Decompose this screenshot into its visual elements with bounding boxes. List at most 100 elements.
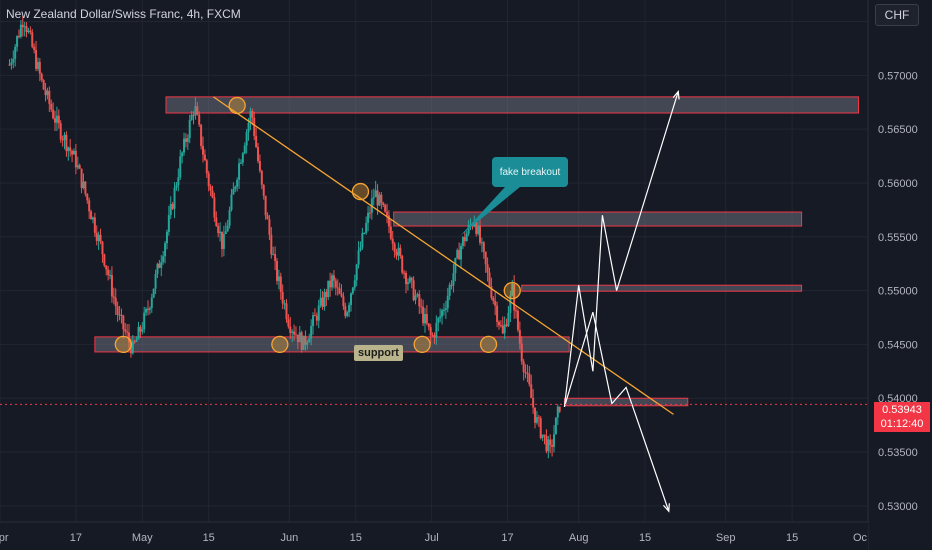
candle-body: [219, 231, 222, 234]
candle-body: [156, 263, 159, 275]
candle-body: [175, 185, 178, 188]
candle-body: [310, 326, 313, 339]
candle-body: [332, 275, 335, 281]
candle-body: [423, 314, 426, 324]
candle-body: [160, 262, 163, 268]
candle-body: [143, 312, 146, 330]
candle-body: [25, 26, 28, 32]
candle-body: [234, 186, 237, 190]
candle-body: [482, 242, 485, 252]
candle-body: [268, 219, 271, 235]
candle-body: [503, 324, 506, 334]
candle-body: [431, 335, 434, 337]
candle-body: [188, 119, 191, 139]
candle-body: [296, 334, 299, 343]
candle-body: [285, 303, 288, 320]
candle-body: [448, 284, 451, 296]
candle-body: [205, 160, 208, 174]
candle-body: [543, 434, 546, 436]
candle-body: [122, 315, 125, 330]
symbol-title: New Zealand Dollar/Swiss Franc, 4h, FXCM: [6, 7, 241, 21]
sr-zone: [521, 284, 803, 292]
candle-body: [342, 296, 345, 307]
candle-body: [397, 247, 400, 256]
price-axis-panel: [868, 0, 932, 550]
candle-body: [509, 295, 512, 313]
candle-body: [16, 36, 19, 47]
candle-body: [389, 226, 392, 239]
candle-body: [203, 154, 206, 161]
candles-layer: [8, 15, 561, 459]
candle-body: [534, 407, 537, 423]
candle-body: [198, 114, 201, 125]
candle-body: [241, 153, 244, 163]
candle-body: [442, 309, 445, 311]
candle-body: [327, 280, 330, 298]
candle-body: [93, 217, 96, 233]
candle-body: [384, 205, 387, 212]
y-tick-label: 0.55000: [878, 286, 918, 298]
candle-body: [475, 221, 478, 234]
candle-body: [171, 203, 174, 209]
candle-body: [313, 315, 316, 317]
candle-body: [52, 109, 55, 119]
candle-body: [202, 146, 205, 155]
candle-body: [456, 250, 459, 259]
candle-body: [207, 173, 210, 187]
candle-body: [90, 211, 93, 220]
candle-body: [54, 118, 57, 123]
candle-body: [511, 284, 514, 296]
projection-bullish-arrowhead: [672, 90, 680, 100]
candle-body: [135, 339, 138, 342]
currency-button[interactable]: CHF: [875, 4, 919, 26]
candle-body: [408, 277, 411, 283]
candle-body: [437, 318, 440, 323]
x-tick-label: 15: [786, 532, 798, 544]
candle-body: [433, 335, 436, 338]
candle-body: [226, 225, 229, 232]
candle-body: [287, 319, 290, 327]
sr-zone: [165, 96, 860, 114]
candle-body: [406, 282, 409, 285]
candle-body: [454, 258, 457, 274]
candle-body: [270, 234, 273, 255]
candle-body: [65, 134, 68, 152]
x-tick-label: Sep: [716, 532, 736, 544]
candle-body: [228, 210, 231, 226]
candle-body: [458, 250, 461, 260]
candle-body: [513, 284, 516, 311]
y-tick-label: 0.53500: [878, 447, 918, 459]
candle-body: [67, 147, 70, 152]
candle-body: [414, 295, 417, 301]
candle-body: [425, 314, 428, 324]
candle-body: [496, 305, 499, 322]
candle-body: [165, 231, 168, 244]
candle-body: [403, 272, 406, 274]
candle-body: [239, 162, 242, 164]
candle-body: [518, 330, 521, 344]
candle-body: [372, 197, 375, 199]
last-price-tag: 0.53943 01:12:40: [874, 402, 930, 432]
candle-body: [497, 321, 500, 326]
candle-body: [69, 147, 72, 151]
candle-body: [283, 303, 286, 305]
touch-marker: [479, 335, 498, 354]
candle-body: [346, 312, 349, 317]
x-tick-label: Jul: [425, 532, 439, 544]
candle-body: [266, 215, 269, 220]
candle-body: [141, 329, 144, 332]
candle-body: [537, 417, 540, 419]
candle-body: [158, 263, 161, 268]
candle-body: [128, 332, 131, 343]
candle-body: [173, 187, 176, 209]
candle-body: [59, 123, 62, 140]
trendline: [213, 96, 674, 415]
candle-body: [365, 222, 368, 233]
candle-body: [479, 226, 482, 243]
x-tick-label: May: [132, 532, 153, 544]
candle-body: [97, 234, 100, 241]
candle-body: [331, 275, 334, 288]
candle-body: [321, 297, 324, 307]
